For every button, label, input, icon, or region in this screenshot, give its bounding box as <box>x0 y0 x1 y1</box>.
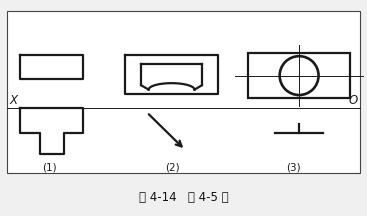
Text: O: O <box>349 94 358 107</box>
Text: (2): (2) <box>165 162 180 172</box>
Bar <box>248 53 350 98</box>
Text: 图 4-14   题 4-5 图: 图 4-14 题 4-5 图 <box>139 191 228 204</box>
Bar <box>7 11 360 173</box>
Text: (1): (1) <box>42 162 57 172</box>
Text: (3): (3) <box>286 162 301 172</box>
Text: X: X <box>9 94 17 107</box>
